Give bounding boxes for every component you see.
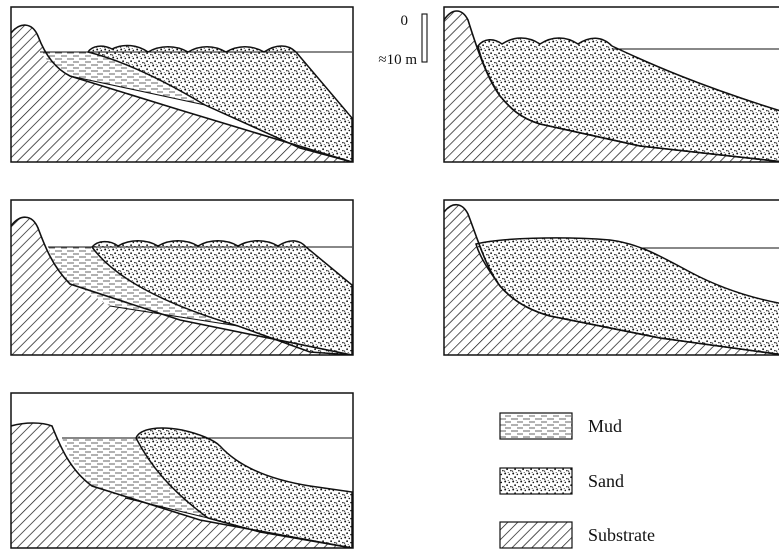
panel-top-left <box>11 24 353 162</box>
legend-label-mud: Mud <box>588 416 622 436</box>
substrate-layer <box>11 423 352 548</box>
scale-top-label: 0 <box>401 13 409 29</box>
panel-bottom-left-frame <box>10 392 354 549</box>
shoreline <box>11 24 353 162</box>
substrate-layer <box>444 11 779 162</box>
shoreline <box>11 422 353 548</box>
substrate-layer <box>11 217 352 355</box>
scale-bar-rect <box>421 13 428 63</box>
legend-label-sand: Sand <box>588 471 624 491</box>
scale-bar: 0 ≈10 m <box>378 13 428 68</box>
shoreline <box>11 216 353 355</box>
panel-bottom-left <box>11 422 353 548</box>
legend-item-substrate: Substrate <box>499 521 655 549</box>
shoreline <box>444 203 779 355</box>
panel-top-right-frame <box>443 6 779 163</box>
mud-boundary <box>109 305 311 353</box>
legend-item-mud: Mud <box>499 412 622 440</box>
legend: Mud Sand Substrate <box>499 412 655 549</box>
sand-layer <box>135 427 353 548</box>
panel-middle-left <box>11 216 353 355</box>
mud-layer <box>62 438 208 518</box>
panel-middle-right <box>444 203 779 355</box>
substrate-layer <box>444 204 779 355</box>
panel-top-left-frame <box>10 6 354 163</box>
panel-top-right <box>444 10 779 162</box>
sand-swatch <box>499 467 573 495</box>
legend-item-sand: Sand <box>499 467 624 495</box>
sand-layer <box>91 240 353 355</box>
substrate-swatch <box>499 521 573 549</box>
legend-label-substrate: Substrate <box>588 525 655 545</box>
shoreline <box>444 10 779 162</box>
mud-layer <box>48 247 238 326</box>
panel-middle-left-frame <box>10 199 354 356</box>
mud-boundary <box>124 497 261 533</box>
mud-layer <box>40 52 205 105</box>
mud-swatch <box>499 412 573 440</box>
mud-boundary <box>69 75 301 149</box>
panel-middle-right-frame <box>443 199 779 356</box>
substrate-layer <box>11 25 352 162</box>
scale-bottom-label: ≈10 m <box>378 52 417 68</box>
